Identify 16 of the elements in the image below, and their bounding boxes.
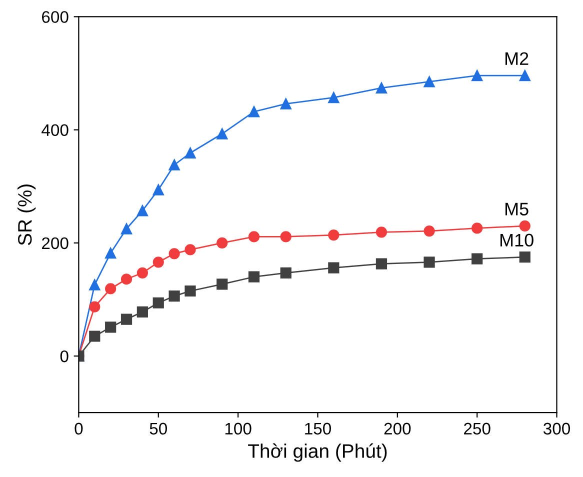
- y-tick-label: 600: [42, 11, 68, 23]
- x-tick-label: 100: [225, 422, 252, 435]
- y-tick-label: 400: [42, 124, 68, 136]
- series-label: M5: [506, 202, 528, 216]
- x-tick-label: 50: [150, 422, 167, 435]
- y-tick-label: 200: [42, 237, 68, 250]
- x-tick-label: 0: [74, 422, 83, 435]
- series-label: M2: [506, 52, 528, 65]
- x-tick-label: 200: [384, 422, 411, 435]
- y-tick-label: 0: [60, 350, 68, 362]
- series-label: M10: [500, 234, 534, 247]
- x-tick-label: 250: [464, 422, 490, 435]
- y-axis-title: SR (%): [17, 184, 36, 246]
- x-tick-label: 150: [305, 422, 331, 435]
- x-axis-title: Thời gian (Phút): [248, 443, 387, 462]
- x-tick-label: 300: [544, 422, 570, 435]
